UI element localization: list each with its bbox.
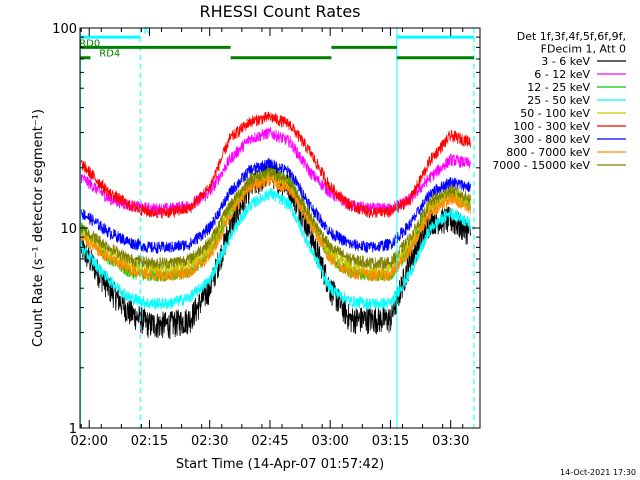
legend-label-7: 800 - 7000 keV bbox=[506, 146, 590, 159]
annotation-rd4: RD4 bbox=[99, 49, 120, 60]
timestamp: 14-Oct-2021 17:30 bbox=[560, 468, 636, 477]
x-tick-label-5: 03:15 bbox=[372, 434, 409, 449]
x-tick-label-0: 02:00 bbox=[71, 434, 108, 449]
y-tick-label-1: 10 bbox=[60, 222, 77, 237]
y-tick-label-0: 1 bbox=[69, 422, 77, 437]
legend-header-1: FDecim 1, Att 0 bbox=[541, 43, 626, 56]
legend: Det 1f,3f,4f,5f,6f,9f,FDecim 1, Att 03 -… bbox=[492, 30, 626, 172]
legend-label-6: 300 - 800 keV bbox=[513, 133, 590, 146]
y-axis-ticks: 1 10 100 bbox=[52, 22, 480, 437]
series-line-8 bbox=[80, 167, 471, 271]
status-bars-group bbox=[80, 35, 474, 60]
legend-label-2: 12 - 25 keV bbox=[527, 81, 590, 94]
legend-label-1: 6 - 12 keV bbox=[534, 68, 590, 81]
x-tick-label-1: 02:15 bbox=[131, 434, 168, 449]
series-line-3 bbox=[80, 187, 471, 310]
annotation-n: N bbox=[143, 26, 150, 37]
legend-label-0: 3 - 6 keV bbox=[541, 55, 590, 68]
annotation-rd0: RD0 bbox=[79, 38, 100, 49]
series-line-5 bbox=[80, 111, 471, 219]
legend-label-8: 7000 - 15000 keV bbox=[492, 159, 590, 172]
vertical-lines-group bbox=[79, 28, 475, 428]
legend-label-5: 100 - 300 keV bbox=[513, 120, 590, 133]
x-axis-ticks: 02:00 02:15 02:30 02:45 03:00 03:15 03:30 bbox=[71, 28, 469, 449]
x-tick-label-6: 03:30 bbox=[432, 434, 469, 449]
y-axis-label: Count Rate (s⁻¹ detector segment⁻¹) bbox=[31, 109, 46, 347]
legend-label-4: 50 - 100 keV bbox=[520, 107, 590, 120]
series-group bbox=[80, 111, 471, 340]
series-line-7 bbox=[80, 173, 471, 282]
x-axis-label: Start Time (14-Apr-07 01:57:42) bbox=[176, 457, 384, 472]
x-tick-label-3: 02:45 bbox=[251, 434, 288, 449]
x-tick-label-4: 03:00 bbox=[311, 434, 348, 449]
chart-title: RHESSI Count Rates bbox=[200, 2, 361, 21]
y-tick-label-2: 100 bbox=[52, 22, 77, 37]
legend-label-3: 25 - 50 keV bbox=[527, 94, 590, 107]
x-tick-label-2: 02:30 bbox=[191, 434, 228, 449]
legend-header-0: Det 1f,3f,4f,5f,6f,9f, bbox=[517, 30, 626, 43]
